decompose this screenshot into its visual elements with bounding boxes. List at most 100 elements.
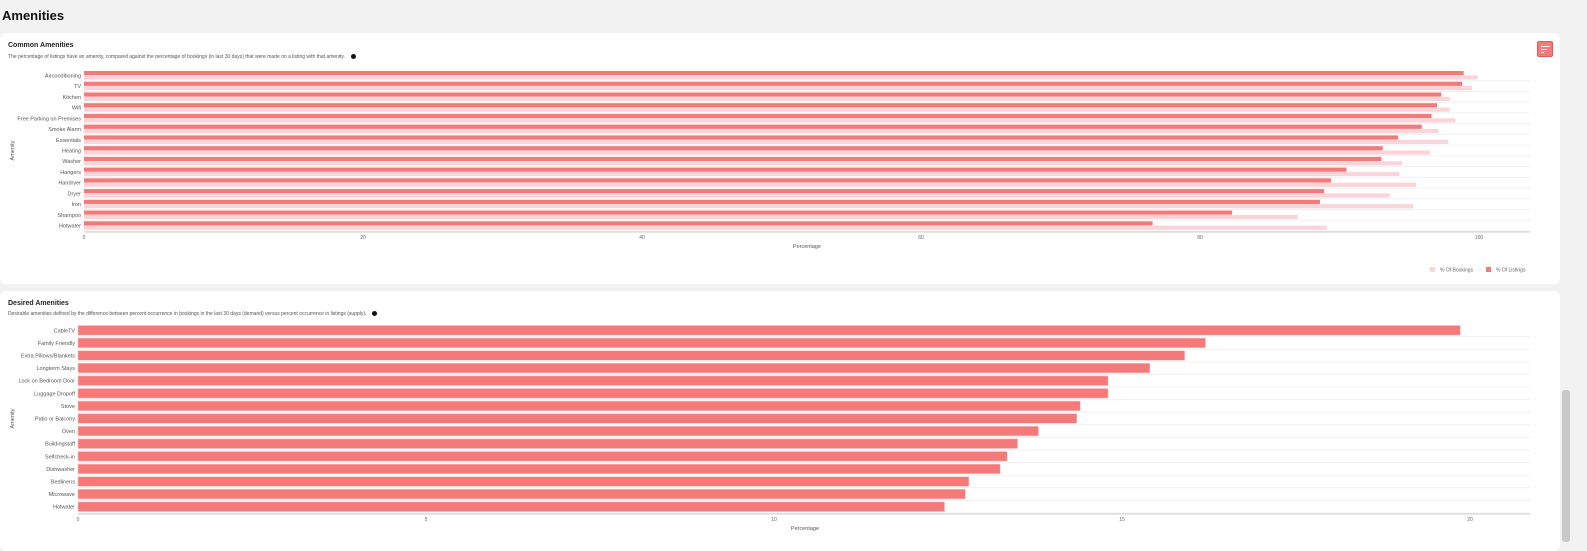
info-icon[interactable] — [372, 311, 378, 316]
desired-bar — [77, 413, 1078, 424]
desired-bar — [77, 388, 1109, 399]
desired-bar — [77, 438, 1018, 449]
listings-bar — [84, 210, 1233, 215]
category-label: Extra Pillows/Blankets — [21, 354, 75, 360]
x-tick-label: 40 — [639, 235, 645, 241]
bookings-bar — [84, 75, 1478, 80]
x-tick-label: 10 — [771, 517, 777, 523]
category-label: Lock on Bedroom Door — [18, 379, 75, 385]
common-amenities-title: Common Amenities — [8, 42, 74, 49]
desired-bar — [77, 325, 1461, 336]
bookings-bar — [84, 139, 1449, 144]
desired-bar — [77, 375, 1109, 386]
x-tick-label: 20 — [360, 235, 366, 241]
category-label: Washer — [62, 159, 81, 165]
bookings-bar — [84, 182, 1417, 187]
menu-lines-icon — [1541, 46, 1550, 47]
x-tick-label: 15 — [1119, 517, 1125, 523]
page-title: Amenities — [2, 8, 65, 23]
y-axis-title: Amenity — [10, 408, 16, 428]
bookings-bar — [84, 193, 1390, 198]
listings-bar — [84, 221, 1153, 226]
desired-bar — [77, 400, 1081, 412]
menu-lines-icon — [1541, 49, 1547, 50]
common-amenities-subtitle: The percentage of listings have an ameni… — [8, 54, 356, 60]
desired-bar — [77, 337, 1206, 349]
desired-amenities-title: Desired Amenities — [8, 300, 69, 307]
desired-bar — [77, 362, 1151, 374]
listings-bar — [84, 135, 1399, 140]
desired-bar — [77, 451, 1008, 462]
listings-bar — [84, 146, 1383, 151]
listings-bar — [84, 189, 1325, 194]
desired-bar — [77, 350, 1185, 361]
category-label: Patio or Balcony — [35, 417, 75, 423]
scrollbar-thumb[interactable] — [1562, 390, 1570, 542]
category-label: Hotwater — [53, 505, 75, 511]
bookings-bar — [84, 150, 1431, 155]
menu-lines-icon — [1541, 52, 1544, 53]
bookings-bar — [84, 118, 1456, 123]
category-label: Buildingstaff — [45, 442, 75, 448]
desired-bar — [77, 463, 1001, 475]
bookings-bar — [84, 161, 1403, 166]
x-tick-label: 5 — [425, 517, 428, 523]
listings-bar — [84, 103, 1438, 108]
x-tick-label: 100 — [1475, 235, 1484, 241]
subtitle-text: The percentage of listings have an ameni… — [8, 54, 345, 60]
listings-bar — [84, 113, 1432, 119]
desired-bar — [77, 476, 970, 487]
category-label: TV — [74, 84, 81, 90]
bookings-bar — [84, 96, 1450, 101]
legend-label-bookings: % Of Bookings — [1440, 268, 1474, 274]
x-tick-label: 60 — [918, 235, 924, 241]
category-label: Hotwater — [59, 224, 81, 230]
desired-amenities-chart: CableTV Family Friendly Extra Pillows/Blan… — [10, 325, 1530, 532]
category-label: Iron — [72, 202, 81, 208]
category-label: Wifi — [72, 106, 81, 112]
category-label: Microwave — [49, 492, 75, 498]
category-label: Free Parking on Premises — [17, 116, 81, 122]
category-label: Oven — [62, 429, 75, 435]
legend-label-listings: % Of Listings — [1496, 268, 1526, 274]
x-tick-label: 0 — [77, 517, 80, 523]
category-label: Dishwasher — [46, 467, 75, 473]
listings-bar — [84, 167, 1347, 172]
bookings-bar — [84, 129, 1439, 134]
category-label: CableTV — [54, 328, 76, 334]
desired-bar — [77, 488, 966, 500]
listings-bar — [84, 92, 1442, 97]
bookings-bar — [84, 171, 1400, 177]
category-label: Kitchen — [63, 95, 81, 101]
chart-menu-button[interactable] — [1537, 41, 1553, 57]
listings-bar — [84, 199, 1320, 204]
x-axis-title: Percentage — [793, 244, 821, 250]
bookings-bar — [84, 225, 1327, 230]
y-axis-title: Amenity — [10, 140, 16, 160]
category-label: Heating — [62, 149, 81, 155]
desired-bar — [77, 425, 1039, 437]
x-tick-label: 80 — [1197, 235, 1203, 241]
legend-swatch-bookings — [1430, 267, 1435, 272]
subtitle-text: Desirable amenities defined by the diffe… — [8, 311, 367, 317]
category-label: Smoke Alarm — [48, 127, 81, 133]
listings-bar — [84, 124, 1422, 129]
x-tick-label: 20 — [1467, 517, 1473, 523]
category-label: Bedlinens — [51, 480, 75, 486]
category-label: Airconditioning — [45, 73, 81, 79]
legend-swatch-listings — [1486, 267, 1491, 272]
category-label: Stove — [61, 404, 75, 410]
category-label: Luggage Dropoff — [34, 391, 75, 397]
desired-amenities-subtitle: Desirable amenities defined by the diffe… — [8, 311, 378, 317]
bookings-bar — [84, 214, 1298, 220]
x-tick-label: 0 — [83, 235, 86, 241]
category-label: Family Friendly — [38, 341, 76, 347]
listings-bar — [84, 156, 1382, 162]
listings-bar — [84, 81, 1463, 86]
bookings-bar — [84, 107, 1450, 112]
bookings-bar — [84, 86, 1473, 91]
category-label: Hangers — [60, 170, 81, 176]
info-icon[interactable] — [350, 54, 356, 59]
desired-bar — [77, 501, 945, 512]
common-amenities-chart: Airconditioning TV Kitchen Wifi Free Parking… — [10, 71, 1530, 274]
